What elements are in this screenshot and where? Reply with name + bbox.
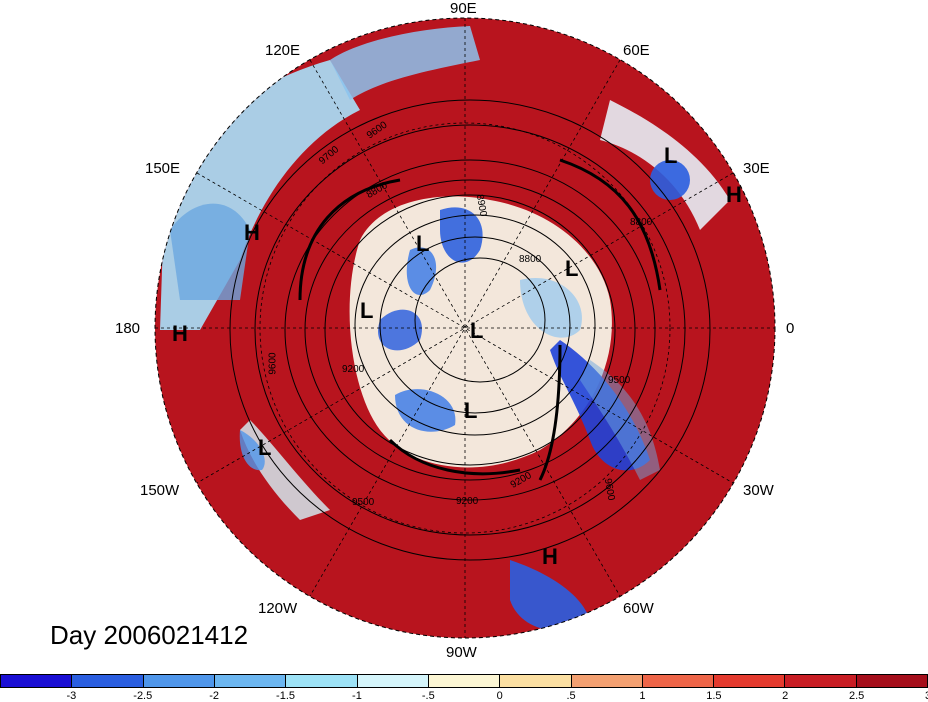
low-marker: L — [416, 231, 430, 256]
lon-label-120e: 120E — [265, 42, 301, 59]
colorbar-cell — [286, 675, 358, 687]
colorbar-cell — [72, 675, 144, 687]
colorbar-tick-label: 1 — [639, 690, 646, 702]
lon-label-150w: 150W — [140, 482, 180, 499]
contour-label: 9200 — [342, 364, 365, 375]
anomaly-field — [155, 18, 775, 638]
colorbar-cell — [357, 675, 429, 687]
colorbar — [0, 674, 928, 688]
contour-label: 9500 — [352, 497, 375, 508]
colorbar-tick-label: -3 — [66, 690, 77, 702]
colorbar-cell — [1, 675, 73, 687]
lon-label-120w: 120W — [258, 600, 298, 617]
colorbar-tick-label: -1 — [352, 690, 362, 702]
map-border — [154, 17, 776, 639]
high-marker: H — [244, 220, 260, 245]
colorbar-cell — [214, 675, 287, 687]
colorbar-cell — [856, 675, 928, 687]
height-contours — [229, 99, 711, 561]
colorbar-cell — [714, 675, 786, 687]
lon-label-90e: 90E — [450, 0, 477, 17]
colorbar-tick-label: 2.5 — [848, 690, 865, 702]
lon-label-90w: 90W — [446, 644, 477, 661]
lon-label-30e: 30E — [743, 160, 770, 177]
high-marker: H — [172, 321, 188, 346]
colorbar-tick-label: 0 — [496, 690, 503, 702]
colorbar-cell — [571, 675, 643, 687]
low-marker: L — [360, 298, 374, 323]
date-title: Day 2006021412 — [50, 620, 249, 650]
colorbar-cell — [428, 675, 501, 687]
contour-label: 9600 — [267, 352, 279, 375]
colorbar-tick-label: 2 — [782, 690, 789, 702]
contour-label: 9500 — [608, 375, 631, 386]
low-marker: L — [464, 398, 478, 423]
lon-label-180: 180 — [115, 320, 141, 337]
graticule — [155, 18, 775, 638]
contour-label: 9200 — [456, 496, 479, 507]
lon-label-0: 0 — [786, 320, 795, 337]
contour-label: 8800 — [630, 217, 653, 228]
colorbar-tick-label: .5 — [566, 690, 576, 702]
colorbar-tick-label: -2 — [209, 690, 220, 702]
low-marker: L — [470, 318, 484, 343]
colorbar-tick-label: -1.5 — [276, 690, 296, 702]
lon-label-30w: 30W — [743, 482, 774, 499]
contour-label: 8800 — [519, 254, 542, 265]
low-marker: L — [565, 256, 579, 281]
lon-label-60w: 60W — [623, 600, 654, 617]
colorbar-cell — [500, 675, 572, 687]
low-marker: L — [664, 143, 678, 168]
low-marker: L — [258, 435, 272, 460]
high-marker: H — [542, 544, 558, 569]
colorbar-tick-label: 3 — [925, 690, 928, 702]
high-marker: H — [726, 182, 742, 207]
colorbar-cell — [642, 675, 715, 687]
colorbar-tick-label: 1.5 — [706, 690, 722, 702]
lon-label-150e: 150E — [145, 160, 181, 177]
colorbar-tick-label: -2.5 — [133, 690, 153, 702]
colorbar-cell — [785, 675, 857, 687]
jet-contours — [298, 158, 662, 481]
lon-label-60e: 60E — [623, 42, 650, 59]
colorbar-tick-label: -.5 — [421, 690, 435, 702]
colorbar-cell — [143, 675, 215, 687]
